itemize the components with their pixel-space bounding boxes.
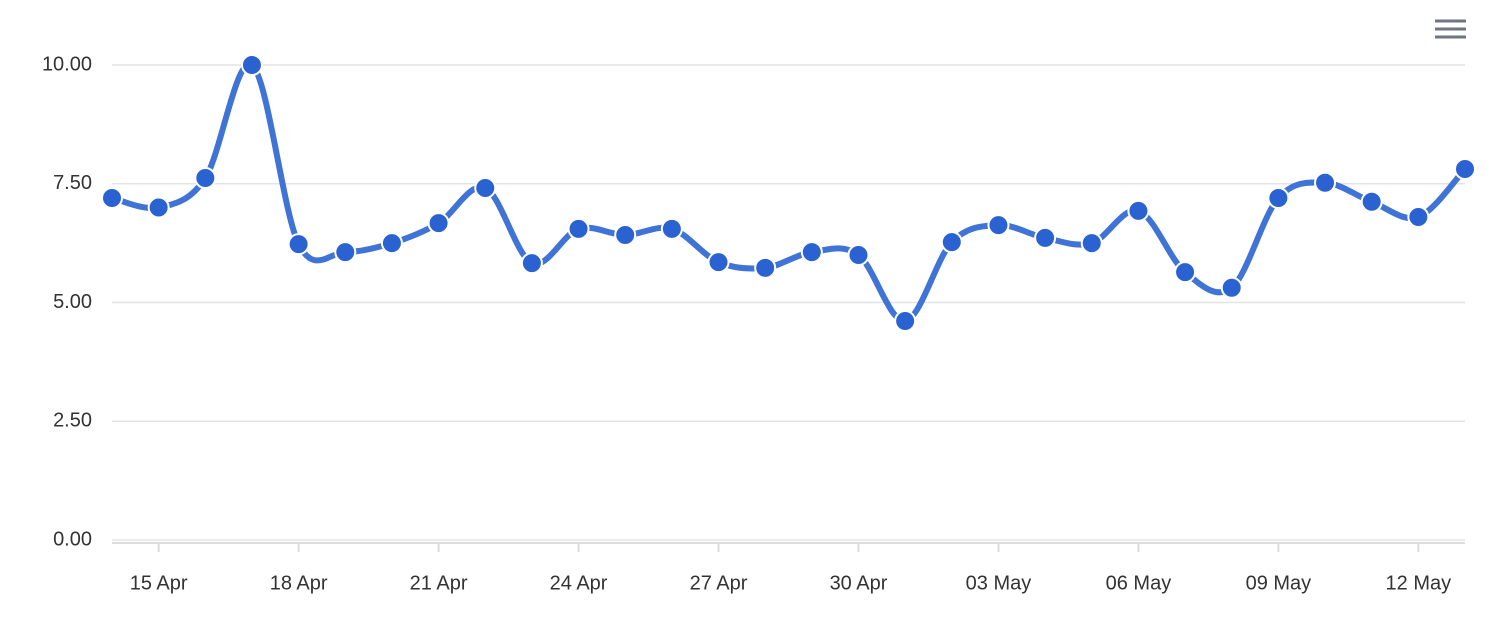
- data-point: [194, 167, 217, 190]
- data-point: [1080, 232, 1103, 255]
- x-tick-label: 15 Apr: [130, 572, 188, 594]
- data-point: [894, 310, 917, 333]
- data-point: [660, 217, 683, 240]
- data-point: [1360, 190, 1383, 213]
- series-line: [109, 61, 1468, 325]
- menu-icon[interactable]: [1435, 19, 1466, 39]
- x-tick-label: 03 May: [966, 572, 1032, 594]
- data-point: [147, 196, 170, 219]
- data-point: [1454, 158, 1476, 181]
- data-point: [380, 232, 403, 255]
- x-tick-label: 06 May: [1106, 572, 1172, 594]
- y-tick-label: 0.00: [53, 528, 92, 550]
- data-point: [847, 244, 870, 266]
- data-point: [1127, 199, 1150, 222]
- x-tick-label: 24 Apr: [550, 572, 608, 594]
- data-point: [754, 256, 777, 279]
- data-point: [520, 252, 543, 275]
- data-point: [800, 241, 823, 264]
- data-point: [707, 251, 730, 274]
- data-point: [427, 212, 450, 235]
- data-point: [567, 217, 590, 240]
- data-point: [1174, 261, 1197, 284]
- y-tick-label: 5.00: [53, 291, 92, 313]
- data-point: [940, 231, 963, 254]
- data-point: [1220, 276, 1243, 299]
- y-tick-label: 7.50: [53, 172, 92, 194]
- data-point: [1407, 206, 1430, 228]
- x-tick-label: 21 Apr: [410, 572, 468, 594]
- data-point: [1034, 226, 1057, 249]
- y-tick-label: 2.50: [53, 410, 92, 432]
- data-point: [474, 177, 497, 200]
- x-tick-label: 12 May: [1386, 572, 1452, 594]
- x-tick-label: 30 Apr: [830, 572, 888, 594]
- data-point: [1314, 171, 1337, 194]
- data-point: [240, 54, 263, 76]
- x-tick-label: 27 Apr: [690, 572, 748, 594]
- data-point: [101, 187, 123, 209]
- data-point: [287, 233, 310, 256]
- data-point: [614, 224, 637, 247]
- data-point: [987, 214, 1010, 237]
- data-point: [334, 241, 357, 264]
- x-tick-label: 09 May: [1246, 572, 1312, 594]
- y-tick-label: 10.00: [42, 53, 92, 75]
- data-point: [1267, 187, 1290, 209]
- x-tick-label: 18 Apr: [270, 572, 328, 594]
